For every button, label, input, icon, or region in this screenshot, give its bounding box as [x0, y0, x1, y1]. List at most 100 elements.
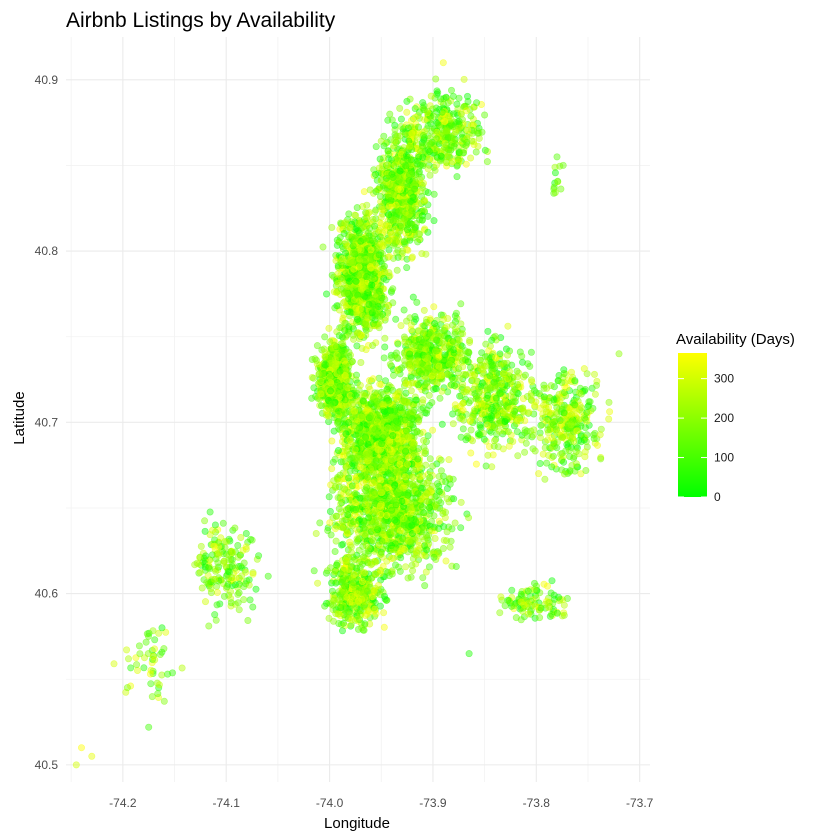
data-point [390, 190, 398, 198]
data-point [377, 239, 385, 247]
data-point [328, 224, 336, 232]
data-point [415, 230, 423, 238]
data-point [334, 494, 342, 502]
data-point [339, 619, 347, 627]
data-point [413, 160, 421, 168]
data-point [351, 446, 359, 454]
data-point [334, 419, 342, 427]
data-point [380, 609, 388, 617]
data-point [433, 504, 441, 512]
data-point [430, 523, 438, 531]
data-point [442, 478, 450, 486]
data-point [339, 484, 347, 492]
data-point [411, 177, 419, 185]
data-point [327, 379, 335, 387]
data-point [403, 460, 411, 468]
data-point [377, 550, 385, 558]
data-point [362, 326, 370, 334]
data-point [349, 249, 357, 257]
data-point [424, 189, 432, 197]
data-point [416, 473, 424, 481]
data-point [410, 466, 418, 474]
data-point [437, 152, 445, 160]
data-point [367, 246, 375, 254]
data-point [403, 108, 411, 116]
data-point [400, 397, 408, 405]
data-point [383, 161, 391, 169]
data-point [369, 270, 377, 278]
data-point [391, 137, 399, 145]
data-point [332, 484, 340, 492]
data-point [313, 342, 321, 350]
data-point [391, 546, 399, 554]
data-point [394, 231, 402, 239]
data-point [467, 112, 475, 120]
data-point [406, 480, 414, 488]
data-point [332, 579, 340, 587]
data-point [401, 447, 409, 455]
data-point [350, 265, 358, 273]
data-point [367, 561, 375, 569]
data-point [371, 316, 379, 324]
data-point [438, 420, 446, 428]
data-point [356, 381, 364, 389]
data-point [427, 92, 435, 100]
data-point [324, 526, 332, 534]
data-point [330, 477, 338, 485]
data-point [423, 497, 431, 505]
data-point [346, 224, 354, 232]
data-point [473, 99, 481, 107]
data-point [442, 508, 450, 516]
data-point [357, 439, 365, 447]
data-point [462, 160, 470, 168]
data-point [402, 202, 410, 210]
data-point [393, 266, 401, 274]
data-point [352, 505, 360, 513]
data-point [329, 458, 337, 466]
data-point [336, 233, 344, 241]
data-point [341, 363, 349, 371]
data-point [342, 526, 350, 534]
data-point [382, 174, 390, 182]
data-point [349, 577, 357, 585]
data-point [408, 253, 416, 261]
data-point [388, 170, 396, 178]
data-point [455, 124, 463, 132]
data-point [391, 496, 399, 504]
data-point [363, 273, 371, 281]
data-point [424, 228, 432, 236]
data-point [414, 455, 422, 463]
data-point [403, 264, 411, 272]
data-point [435, 472, 443, 480]
data-point [311, 355, 319, 363]
data-point [360, 524, 368, 532]
data-point [348, 454, 356, 462]
data-point [407, 573, 415, 581]
data-point [421, 582, 429, 590]
data-point [310, 374, 318, 382]
data-point [430, 512, 438, 520]
data-point [338, 576, 346, 584]
data-point [326, 387, 334, 395]
data-point [365, 325, 373, 333]
data-point [359, 203, 367, 211]
data-point [396, 460, 404, 468]
data-point [369, 341, 377, 349]
data-point [325, 493, 333, 501]
data-point [425, 139, 433, 147]
data-point [416, 412, 424, 420]
data-point [446, 543, 454, 551]
data-point [387, 287, 395, 295]
data-point [453, 100, 461, 108]
data-point [396, 527, 404, 535]
data-point [414, 112, 422, 120]
data-point [380, 142, 388, 150]
data-point [383, 394, 391, 402]
data-point [310, 384, 318, 392]
data-point [409, 193, 417, 201]
data-point [447, 86, 455, 94]
data-point [308, 394, 316, 402]
data-point [381, 316, 389, 324]
data-point [366, 413, 374, 421]
data-point [340, 290, 348, 298]
